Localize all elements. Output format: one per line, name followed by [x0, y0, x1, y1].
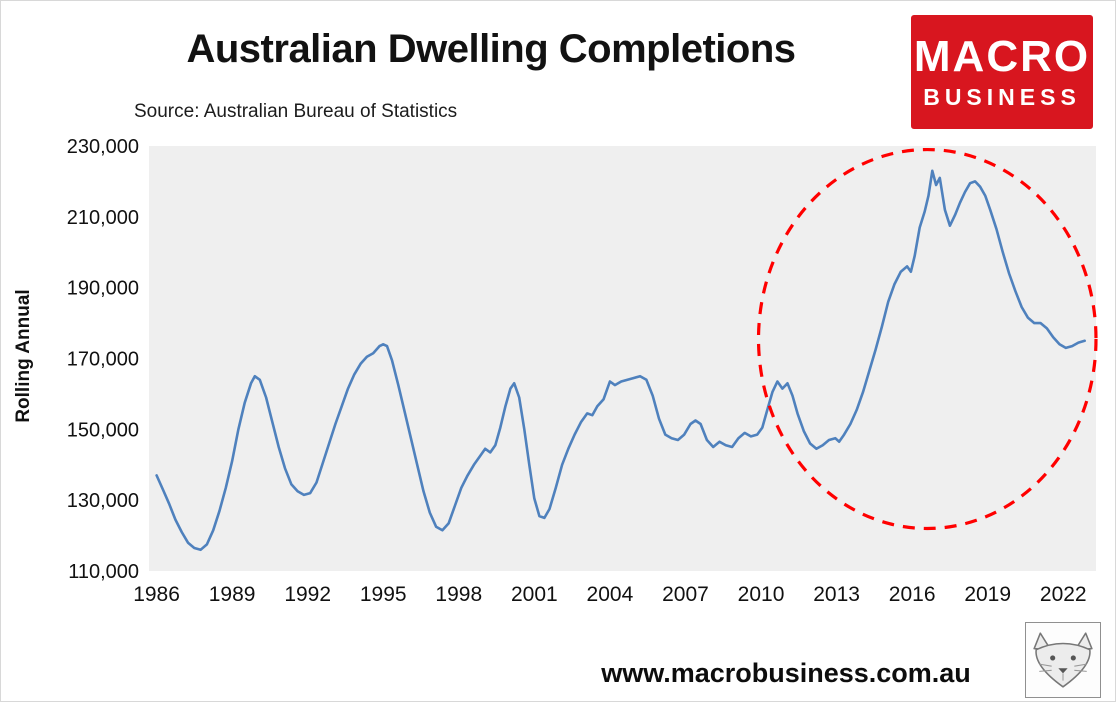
x-tick-label: 2004: [587, 583, 634, 606]
y-tick-label: 190,000: [67, 278, 139, 300]
website-url: www.macrobusiness.com.au: [601, 658, 971, 688]
x-tick-label: 2019: [964, 583, 1011, 606]
y-tick-label: 230,000: [67, 136, 139, 158]
y-tick-label: 110,000: [68, 561, 139, 583]
chart-title: Australian Dwelling Completions: [186, 27, 796, 71]
x-tick-label: 2001: [511, 583, 558, 606]
y-axis-title: Rolling Annual: [13, 289, 34, 423]
y-tick-label: 130,000: [67, 490, 139, 512]
y-axis-ticks: 110,000 130,000 150,000 170,000 190,000 210,0…: [67, 136, 139, 583]
source-note: Source: Australian Bureau of Statistics: [134, 101, 458, 122]
x-tick-label: 2010: [738, 583, 785, 606]
x-tick-label: 2013: [813, 583, 860, 606]
macrobusiness-logo: MACRO BUSINESS: [911, 15, 1093, 129]
y-tick-label: 170,000: [67, 349, 139, 371]
logo-word-business: BUSINESS: [923, 84, 1081, 110]
x-tick-label: 1998: [435, 583, 482, 606]
fox-logo-icon: [1025, 622, 1101, 698]
x-axis-ticks: 1986 1989 1992 1995 1998 2001 2004 2007 2010 2013…: [133, 583, 1086, 606]
x-tick-label: 1989: [209, 583, 256, 606]
x-tick-label: 2007: [662, 583, 709, 606]
y-tick-label: 210,000: [67, 207, 139, 229]
fox-sketch-icon: [1033, 632, 1093, 688]
x-tick-label: 1986: [133, 583, 180, 606]
highlight-ellipse: [756, 147, 1098, 531]
x-tick-label: 1995: [360, 583, 407, 606]
logo-word-macro: MACRO: [913, 32, 1091, 81]
y-tick-label: 150,000: [67, 419, 139, 441]
x-tick-label: 2016: [889, 583, 936, 606]
series-line: [155, 169, 1086, 552]
x-tick-label: 2022: [1040, 583, 1087, 606]
x-tick-label: 1992: [284, 583, 331, 606]
plot-area: [149, 146, 1096, 571]
